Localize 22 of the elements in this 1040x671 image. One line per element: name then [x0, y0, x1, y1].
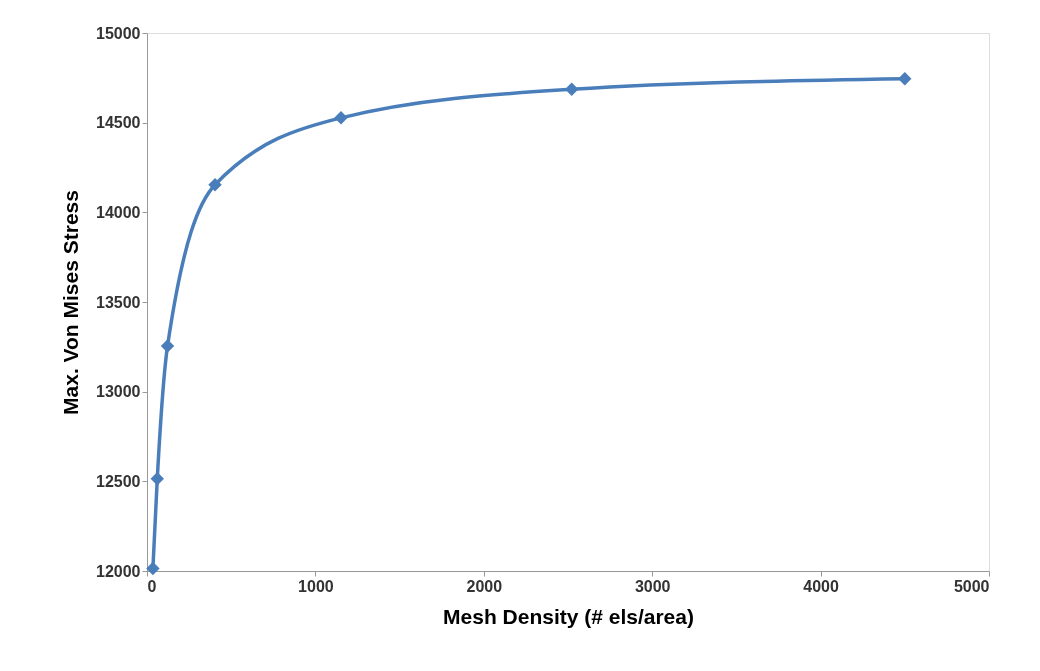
x-tick-label: 5000: [953, 577, 990, 595]
y-tick-label: 13000: [96, 383, 141, 401]
x-tick-label: 3000: [634, 577, 671, 595]
point: [146, 561, 160, 576]
y-tick-label: 13500: [96, 293, 141, 311]
point: [565, 82, 579, 97]
x-axis-title: Mesh Density (# els/area): [443, 604, 694, 628]
y-axis-title: Max. Von Mises Stress: [59, 190, 83, 415]
point: [208, 178, 222, 192]
x-tick-label: 1000: [298, 577, 334, 595]
point: [150, 472, 164, 486]
y-tick-label: 14500: [96, 114, 141, 132]
x-tick-label: 0: [147, 577, 157, 595]
y-tick-label: 12500: [96, 472, 141, 490]
y-tick-label: 14000: [96, 203, 141, 221]
x-tick-label: 4000: [803, 577, 839, 595]
point: [334, 111, 348, 125]
y-tick-label: 15000: [96, 24, 141, 42]
x-tick-label: 2000: [466, 577, 503, 595]
point: [898, 72, 912, 86]
y-tick-label: 12000: [96, 562, 141, 580]
point: [160, 339, 175, 353]
